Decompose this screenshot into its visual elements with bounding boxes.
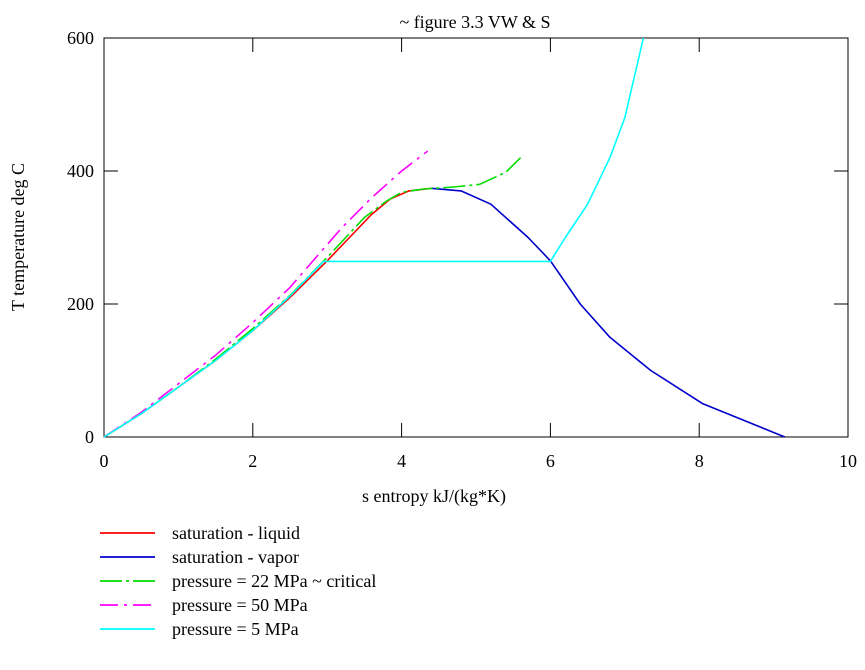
series-line-2 — [431, 187, 786, 438]
x-tick-label: 6 — [546, 451, 555, 471]
series-line-5 — [103, 37, 645, 438]
y-axis-label: T temperature deg C — [8, 163, 28, 311]
legend-label: saturation - liquid — [172, 523, 300, 543]
legend-label: saturation - vapor — [172, 547, 299, 567]
x-tick-label: 2 — [248, 451, 257, 471]
y-tick-label: 600 — [67, 28, 94, 48]
y-axis-tick-labels: 0 200 400 600 — [67, 28, 94, 447]
x-tick-label: 4 — [397, 451, 406, 471]
x-axis-tick-labels: 0 2 4 6 8 10 — [100, 451, 858, 471]
x-axis-label: s entropy kJ/(kg*K) — [362, 486, 506, 507]
chart-title: ~ figure 3.3 VW & S — [399, 12, 550, 32]
series-lines — [103, 37, 786, 438]
legend-label: pressure = 50 MPa — [172, 595, 308, 615]
series-line-4 — [103, 150, 429, 438]
legend: saturation - liquid saturation - vapor pre… — [100, 523, 376, 639]
x-axis-ticks — [103, 38, 849, 437]
y-tick-label: 200 — [67, 294, 94, 314]
legend-label: pressure = 22 MPa ~ critical — [172, 571, 376, 591]
series-line-1 — [103, 187, 432, 438]
x-tick-label: 0 — [100, 451, 109, 471]
y-tick-label: 0 — [85, 427, 94, 447]
x-tick-label: 8 — [695, 451, 704, 471]
legend-label: pressure = 5 MPa — [172, 619, 299, 639]
x-tick-label: 10 — [839, 451, 857, 471]
plot-frame — [103, 37, 849, 438]
y-tick-label: 400 — [67, 161, 94, 181]
y-axis-ticks — [104, 37, 848, 438]
